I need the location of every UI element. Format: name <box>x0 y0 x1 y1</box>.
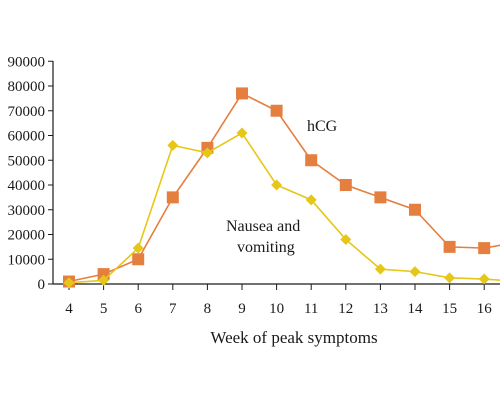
y-axis-ticks: 0 10000 20000 30000 40000 50000 60000 70000 8000… <box>8 54 54 293</box>
y-tick-label: 90000 <box>8 54 46 70</box>
data-point-hcg <box>305 154 317 166</box>
data-point-nausea-and-vomiting <box>479 274 490 285</box>
y-tick-label: 30000 <box>8 203 46 219</box>
y-tick-label: 60000 <box>8 129 46 145</box>
series-label-hcg: hCG <box>307 118 338 135</box>
y-tick-label: 10000 <box>8 252 46 268</box>
x-tick-label: 15 <box>442 301 457 317</box>
series-nausea-and-vomiting <box>64 128 500 289</box>
data-point-nausea-and-vomiting <box>271 180 282 191</box>
x-tick-label: 10 <box>269 301 284 317</box>
y-tick-label: 0 <box>38 277 46 293</box>
x-tick-label: 16 <box>477 301 493 317</box>
x-tick-label: 6 <box>134 301 142 317</box>
data-point-hcg <box>167 191 179 203</box>
x-axis-ticks: 4 5 6 7 8 9 10 11 12 13 14 15 16 <box>65 284 492 317</box>
y-tick-label: 50000 <box>8 153 46 169</box>
x-tick-label: 11 <box>304 301 318 317</box>
data-point-hcg <box>374 191 386 203</box>
y-tick-label: 80000 <box>8 79 46 95</box>
x-axis-title: Week of peak symptoms <box>210 328 377 347</box>
data-point-hcg <box>444 241 456 253</box>
series-label-nausea-line1: Nausea and <box>226 218 300 235</box>
x-tick-label: 9 <box>238 301 246 317</box>
data-point-hcg <box>409 204 421 216</box>
data-point-nausea-and-vomiting <box>167 140 178 151</box>
x-tick-label: 7 <box>169 301 177 317</box>
data-point-nausea-and-vomiting <box>444 272 455 283</box>
series-layer <box>63 87 500 288</box>
x-tick-label: 14 <box>408 301 424 317</box>
data-point-nausea-and-vomiting <box>237 128 248 139</box>
x-tick-label: 8 <box>204 301 212 317</box>
data-point-hcg <box>271 105 283 117</box>
y-tick-label: 20000 <box>8 228 46 244</box>
data-point-nausea-and-vomiting <box>410 266 421 277</box>
series-label-nausea-line2: vomiting <box>237 239 295 256</box>
data-point-hcg <box>132 253 144 265</box>
data-point-hcg <box>340 179 352 191</box>
x-tick-label: 5 <box>100 301 108 317</box>
x-tick-label: 13 <box>373 301 388 317</box>
y-tick-label: 70000 <box>8 104 46 120</box>
y-tick-label: 40000 <box>8 178 46 194</box>
x-tick-label: 4 <box>65 301 73 317</box>
x-tick-label: 12 <box>338 301 353 317</box>
data-point-hcg <box>478 242 490 254</box>
data-point-hcg <box>236 87 248 99</box>
